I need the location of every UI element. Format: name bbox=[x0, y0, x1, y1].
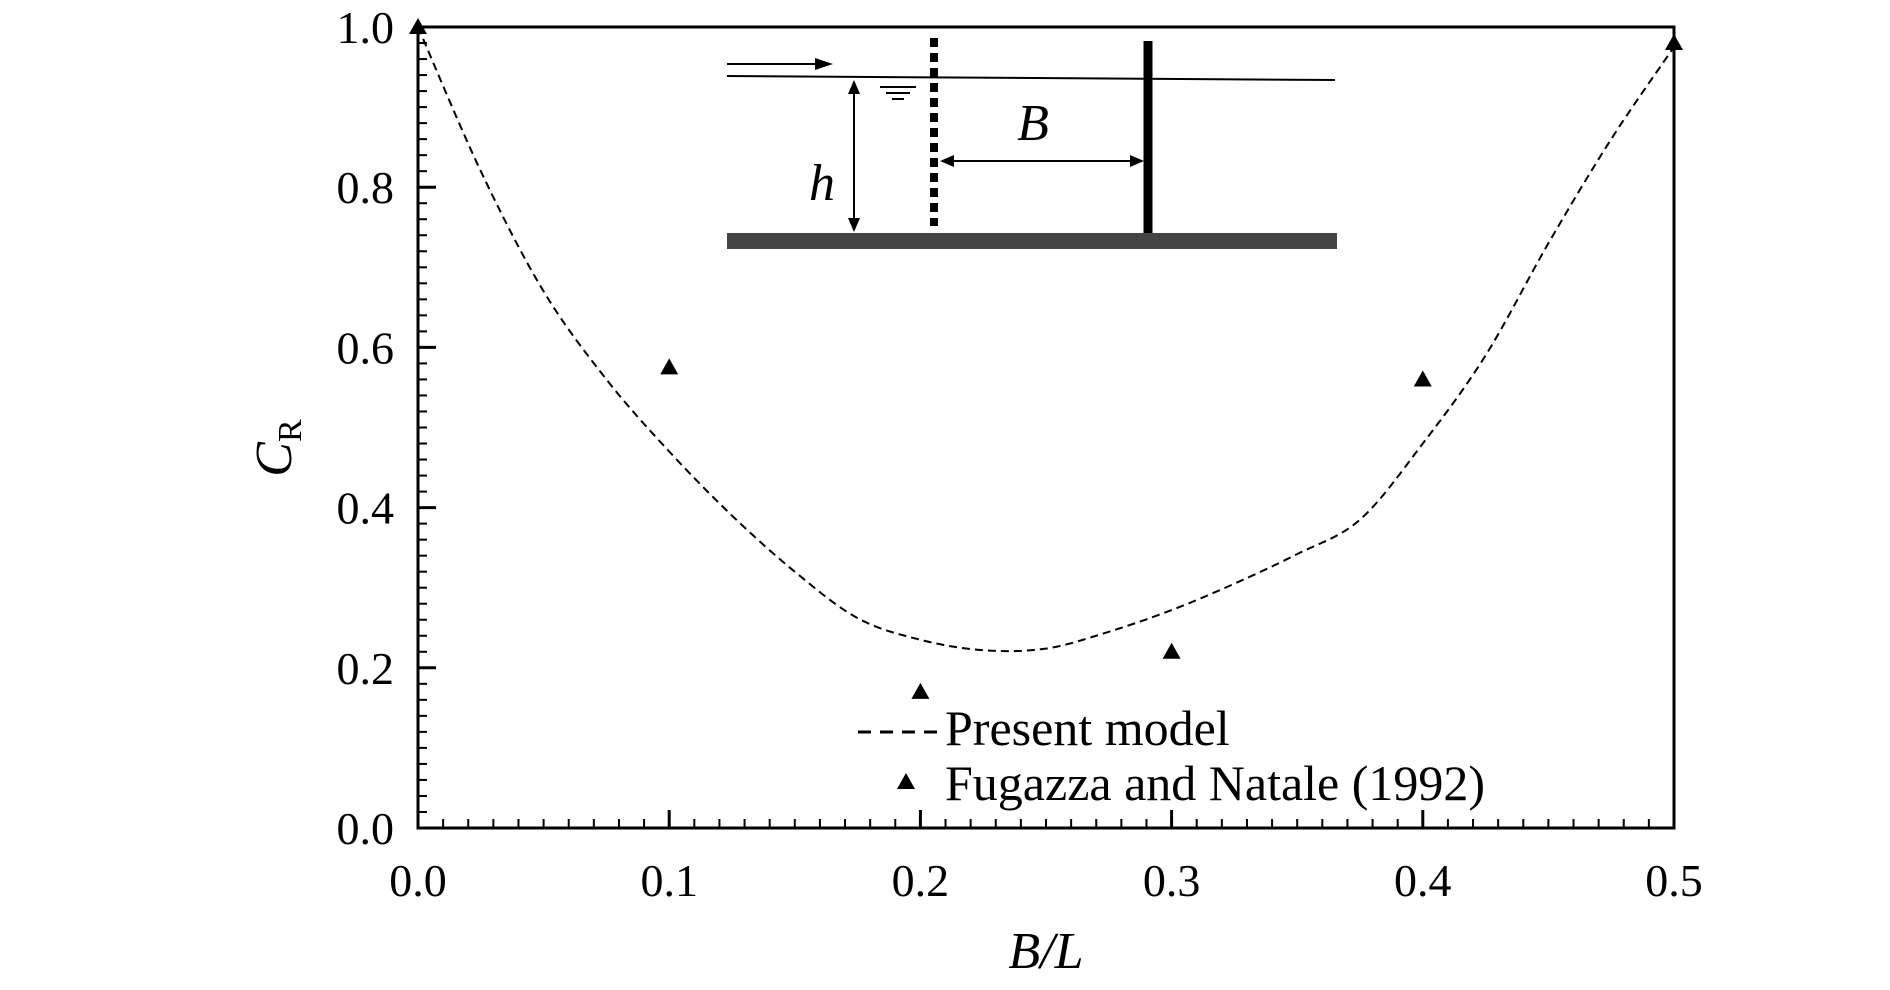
y-tick-label: 1.0 bbox=[337, 2, 395, 53]
data-point-triangle bbox=[911, 682, 930, 699]
inset-label-h: h bbox=[809, 155, 835, 212]
data-point-triangle bbox=[660, 358, 679, 375]
y-tick-label: 0.2 bbox=[337, 643, 395, 694]
minor-ticks bbox=[418, 42, 1650, 828]
inset-diagram: h B bbox=[726, 38, 1337, 249]
x-tick-label: 0.2 bbox=[892, 855, 950, 906]
y-tick-label: 0.0 bbox=[337, 803, 395, 854]
inset-flow-arrowhead bbox=[815, 58, 833, 70]
x-tick-label: 0.1 bbox=[640, 855, 698, 906]
legend-fugazza-label: Fugazza and Natale (1992) bbox=[945, 755, 1485, 811]
inset-spacing-arrow-right bbox=[1130, 155, 1144, 167]
major-ticks bbox=[416, 25, 1676, 830]
y-tick-label: 0.4 bbox=[337, 483, 395, 534]
y-tick-label: 0.6 bbox=[337, 322, 395, 373]
x-tick-label: 0.3 bbox=[1143, 855, 1201, 906]
y-axis-label-main: C bbox=[246, 441, 303, 477]
inset-water-surface bbox=[726, 75, 1336, 81]
legend-present-model-label: Present model bbox=[945, 700, 1230, 756]
x-axis-label: B/L bbox=[1008, 923, 1083, 980]
data-point-triangle bbox=[1665, 34, 1683, 51]
x-tick-label: 0.0 bbox=[389, 855, 447, 906]
x-tick-label: 0.4 bbox=[1394, 855, 1452, 906]
legend-fugazza-swatch bbox=[897, 773, 915, 789]
legend: Present model Fugazza and Natale (1992) bbox=[858, 700, 1485, 811]
y-axis-label-subscript: R bbox=[272, 419, 309, 442]
data-point-triangle bbox=[1162, 642, 1181, 659]
series-fugazza-markers bbox=[409, 18, 1683, 699]
inset-spacing-arrow-left bbox=[940, 155, 954, 167]
inset-label-B: B bbox=[1017, 95, 1049, 152]
y-tick-labels: 0.0 0.2 0.4 0.6 0.8 1.0 bbox=[337, 2, 395, 854]
inset-seabed bbox=[727, 233, 1337, 249]
inset-depth-arrow-bottom bbox=[848, 218, 860, 232]
x-tick-label: 0.5 bbox=[1645, 855, 1703, 906]
data-point-triangle bbox=[409, 18, 427, 34]
inset-depth-arrow-top bbox=[848, 80, 860, 94]
series-present-model-line bbox=[417, 26, 1675, 653]
data-point-triangle bbox=[1413, 370, 1432, 387]
x-tick-labels: 0.0 0.1 0.2 0.3 0.4 0.5 bbox=[389, 855, 1703, 906]
y-tick-label: 0.8 bbox=[337, 162, 395, 213]
y-axis-label: CR bbox=[246, 419, 309, 477]
